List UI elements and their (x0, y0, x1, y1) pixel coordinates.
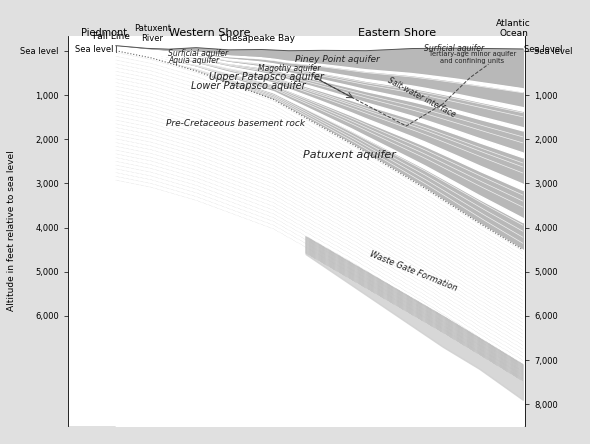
Text: Upper Patapsco aquifer: Upper Patapsco aquifer (209, 71, 324, 82)
Text: Chesapeake Bay: Chesapeake Bay (220, 34, 295, 43)
Text: Patuxent
River: Patuxent River (134, 24, 171, 43)
Text: Aquia aquifer: Aquia aquifer (168, 56, 219, 65)
Y-axis label: Altitude in feet relative to sea level: Altitude in feet relative to sea level (7, 151, 16, 311)
Text: Lower Patapsco aquifer: Lower Patapsco aquifer (191, 81, 306, 91)
Text: Patuxent aquifer: Patuxent aquifer (303, 150, 395, 160)
Text: Magothy aquifer: Magothy aquifer (258, 63, 321, 73)
Text: Surficial aquifer: Surficial aquifer (424, 44, 484, 53)
Text: Piedmont: Piedmont (81, 28, 127, 38)
Text: Sea level: Sea level (75, 45, 113, 54)
Text: Western Shore: Western Shore (169, 28, 250, 38)
Text: Fall Line: Fall Line (93, 32, 130, 41)
Text: Piney Point aquifer: Piney Point aquifer (295, 55, 380, 64)
Text: Sea level: Sea level (524, 45, 563, 54)
Text: Pre-Cretaceous basement rock: Pre-Cretaceous basement rock (166, 119, 305, 128)
Text: Surficial aquifer: Surficial aquifer (168, 49, 228, 58)
Text: Salt-water interface: Salt-water interface (386, 75, 457, 119)
Text: Eastern Shore: Eastern Shore (358, 28, 436, 38)
Text: Tertiary-age minor aquifer
and confining units: Tertiary-age minor aquifer and confining… (429, 51, 516, 63)
Text: Atlantic
Ocean: Atlantic Ocean (496, 19, 531, 38)
Text: Waste Gate Formation: Waste Gate Formation (368, 250, 458, 293)
